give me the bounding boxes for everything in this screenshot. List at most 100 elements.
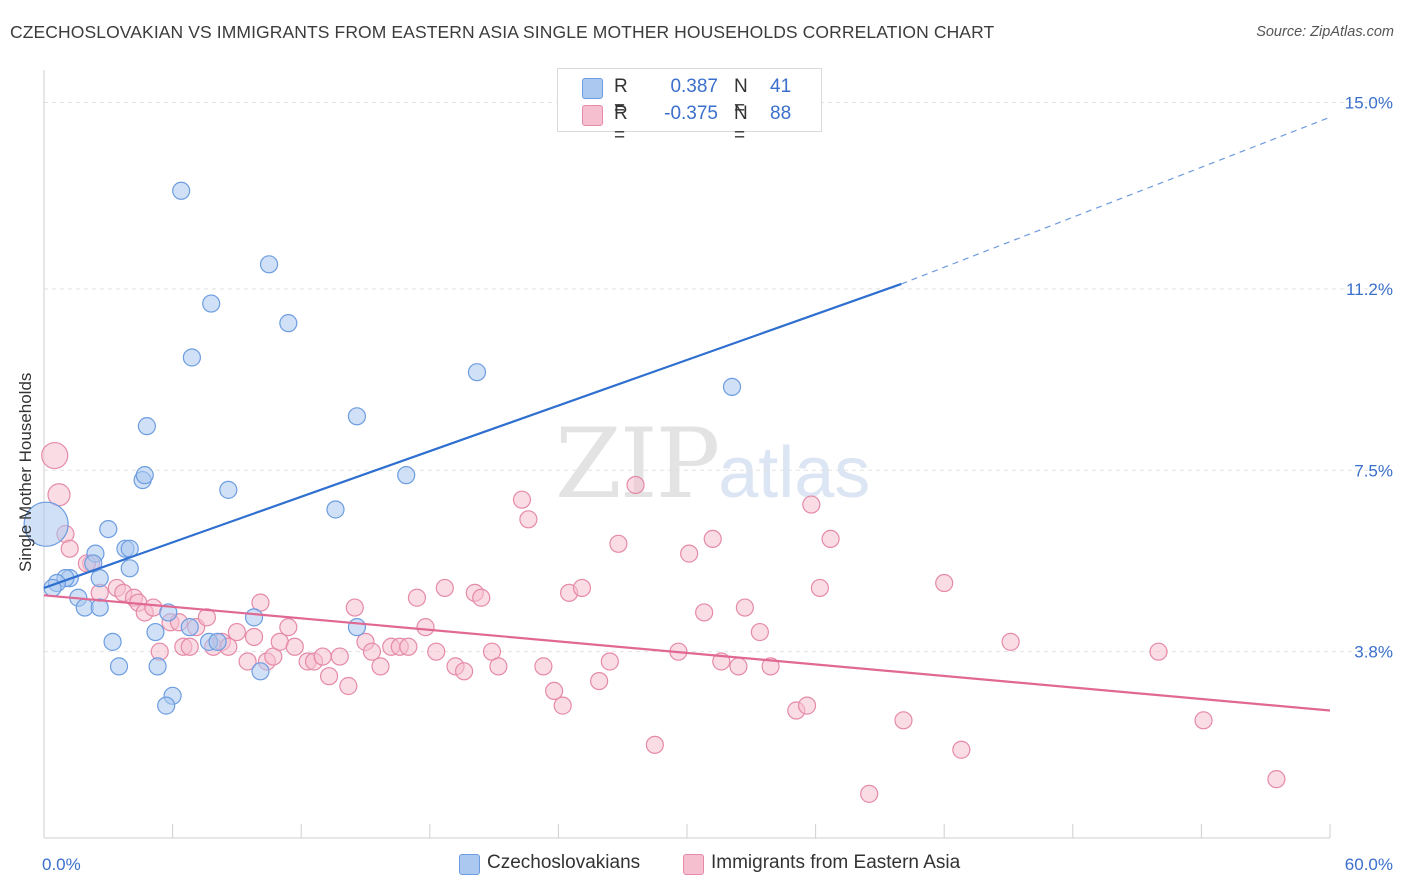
czechoslovakian-point <box>326 500 345 519</box>
eastern-asia-point <box>472 588 491 607</box>
czechoslovakian-point <box>208 632 227 651</box>
eastern-asia-point <box>285 637 304 656</box>
czechoslovakian-point <box>103 632 122 651</box>
eastern-asia-point <box>810 578 829 598</box>
czechoslovakian-point <box>157 696 176 715</box>
eastern-asia-point <box>238 652 257 671</box>
czechoslovakian-point <box>259 255 279 274</box>
legend-n-label: N = <box>734 103 748 146</box>
legend-n-label: N = <box>734 76 748 119</box>
eastern-asia-point <box>1194 711 1213 730</box>
eastern-asia-point <box>345 598 364 617</box>
eastern-asia-point <box>797 696 817 715</box>
czechoslovakian-point <box>172 181 191 200</box>
czechoslovakian-point <box>347 407 367 426</box>
eastern-asia-point <box>894 711 913 730</box>
eastern-asia-point <box>553 696 572 715</box>
eastern-asia-point <box>735 598 754 617</box>
eastern-asia-point <box>703 529 722 549</box>
eastern-asia-point <box>313 647 332 666</box>
eastern-asia-point <box>144 598 163 617</box>
eastern-asia-point <box>427 642 446 661</box>
eastern-asia-point <box>244 627 264 647</box>
eastern-asia-point <box>645 735 664 754</box>
eastern-asia-point <box>729 657 748 676</box>
czechoslovakian-point <box>146 622 165 642</box>
eastern-asia-point <box>371 657 390 676</box>
eastern-asia-point <box>1001 632 1020 651</box>
eastern-asia-point <box>1149 642 1168 661</box>
legend-r-label: R = <box>614 103 628 146</box>
eastern-asia-point <box>435 578 454 598</box>
eastern-asia-point <box>761 657 780 676</box>
bottom-legend-label: Czechoslovakians <box>487 852 641 873</box>
eastern-asia-point <box>626 475 645 495</box>
eastern-asia-point <box>330 647 349 666</box>
watermark-zip: ZIP <box>555 408 720 520</box>
czechoslovakian-point <box>202 294 221 313</box>
eastern-asia-point <box>695 603 714 622</box>
eastern-asia-point <box>416 618 435 637</box>
eastern-asia-point <box>454 662 474 681</box>
eastern-asia-point <box>590 671 609 691</box>
eastern-asia-point <box>362 642 382 661</box>
eastern-asia-point <box>545 681 564 701</box>
eastern-asia-point <box>41 441 69 470</box>
czechoslovakian-point <box>148 657 167 676</box>
bottom-legend-swatch-pink <box>683 854 704 875</box>
y-tick-label: 15.0% <box>1345 94 1393 113</box>
eastern-asia-point <box>227 622 246 642</box>
czechoslovakian-point <box>135 466 154 485</box>
y-tick-label: 3.8% <box>1354 643 1393 662</box>
eastern-asia-point <box>609 534 628 553</box>
x-tick-label: 0.0% <box>42 855 81 874</box>
czechoslovakian-point <box>182 348 201 367</box>
eastern-asia-point <box>935 573 954 593</box>
y-axis-label: Single Mother Households <box>16 372 35 572</box>
eastern-asia-point <box>60 539 79 558</box>
eastern-asia-point <box>680 544 699 563</box>
legend-swatch-pink <box>582 105 603 126</box>
eastern-asia-point <box>407 588 427 607</box>
eastern-asia-point <box>952 740 971 759</box>
czechoslovakian-point <box>90 598 109 617</box>
watermark-atlas: atlas <box>718 433 871 513</box>
eastern-asia-point <box>279 618 298 637</box>
x-tick-label: 60.0% <box>1345 855 1393 874</box>
eastern-asia-point <box>802 495 821 514</box>
bottom-legend-label: Immigrants from Eastern Asia <box>711 852 961 873</box>
eastern-asia-point <box>750 622 769 642</box>
czechoslovakian-point <box>137 417 156 436</box>
czechoslovakian-point <box>251 662 270 681</box>
eastern-asia-point <box>180 637 199 656</box>
eastern-asia-point <box>1267 770 1286 789</box>
czechoslovakian-point <box>279 314 298 333</box>
czechoslovakian-point <box>159 603 178 622</box>
eastern-asia-point <box>519 510 538 529</box>
legend-r-label: R = <box>614 76 628 119</box>
eastern-asia-point <box>600 652 619 671</box>
eastern-asia-point <box>489 657 508 676</box>
czechoslovakian-point-large <box>23 501 69 547</box>
czechoslovakian-point <box>397 466 416 485</box>
czechoslovakian-point <box>219 480 238 499</box>
eastern-asia-point <box>534 657 553 676</box>
czechoslovakian-point <box>180 618 199 637</box>
zipatlas-watermark: ZIPatlas <box>555 408 870 520</box>
eastern-asia-point <box>270 632 289 651</box>
bottom-legend-swatch-blue <box>459 854 480 875</box>
czechoslovakian-point <box>722 377 742 397</box>
eastern-asia-point <box>860 784 879 803</box>
correlation-legend: R = 0.387 N = 41 R = -0.375 N = 88 <box>557 68 822 146</box>
czechoslovakian-trend-extension <box>901 116 1331 285</box>
eastern-asia-point <box>339 676 358 696</box>
czechoslovakian-trend-line <box>43 282 902 589</box>
y-tick-label: 11.2% <box>1346 280 1393 299</box>
czechoslovakian-point <box>120 559 139 578</box>
eastern-asia-point <box>512 490 532 509</box>
eastern-asia-point <box>821 529 840 549</box>
source-credit: Source: ZipAtlas.com <box>1256 24 1394 40</box>
legend-n-value: 41 <box>770 76 792 97</box>
chart-title: CZECHOSLOVAKIAN VS IMMIGRANTS FROM EASTE… <box>10 22 995 42</box>
